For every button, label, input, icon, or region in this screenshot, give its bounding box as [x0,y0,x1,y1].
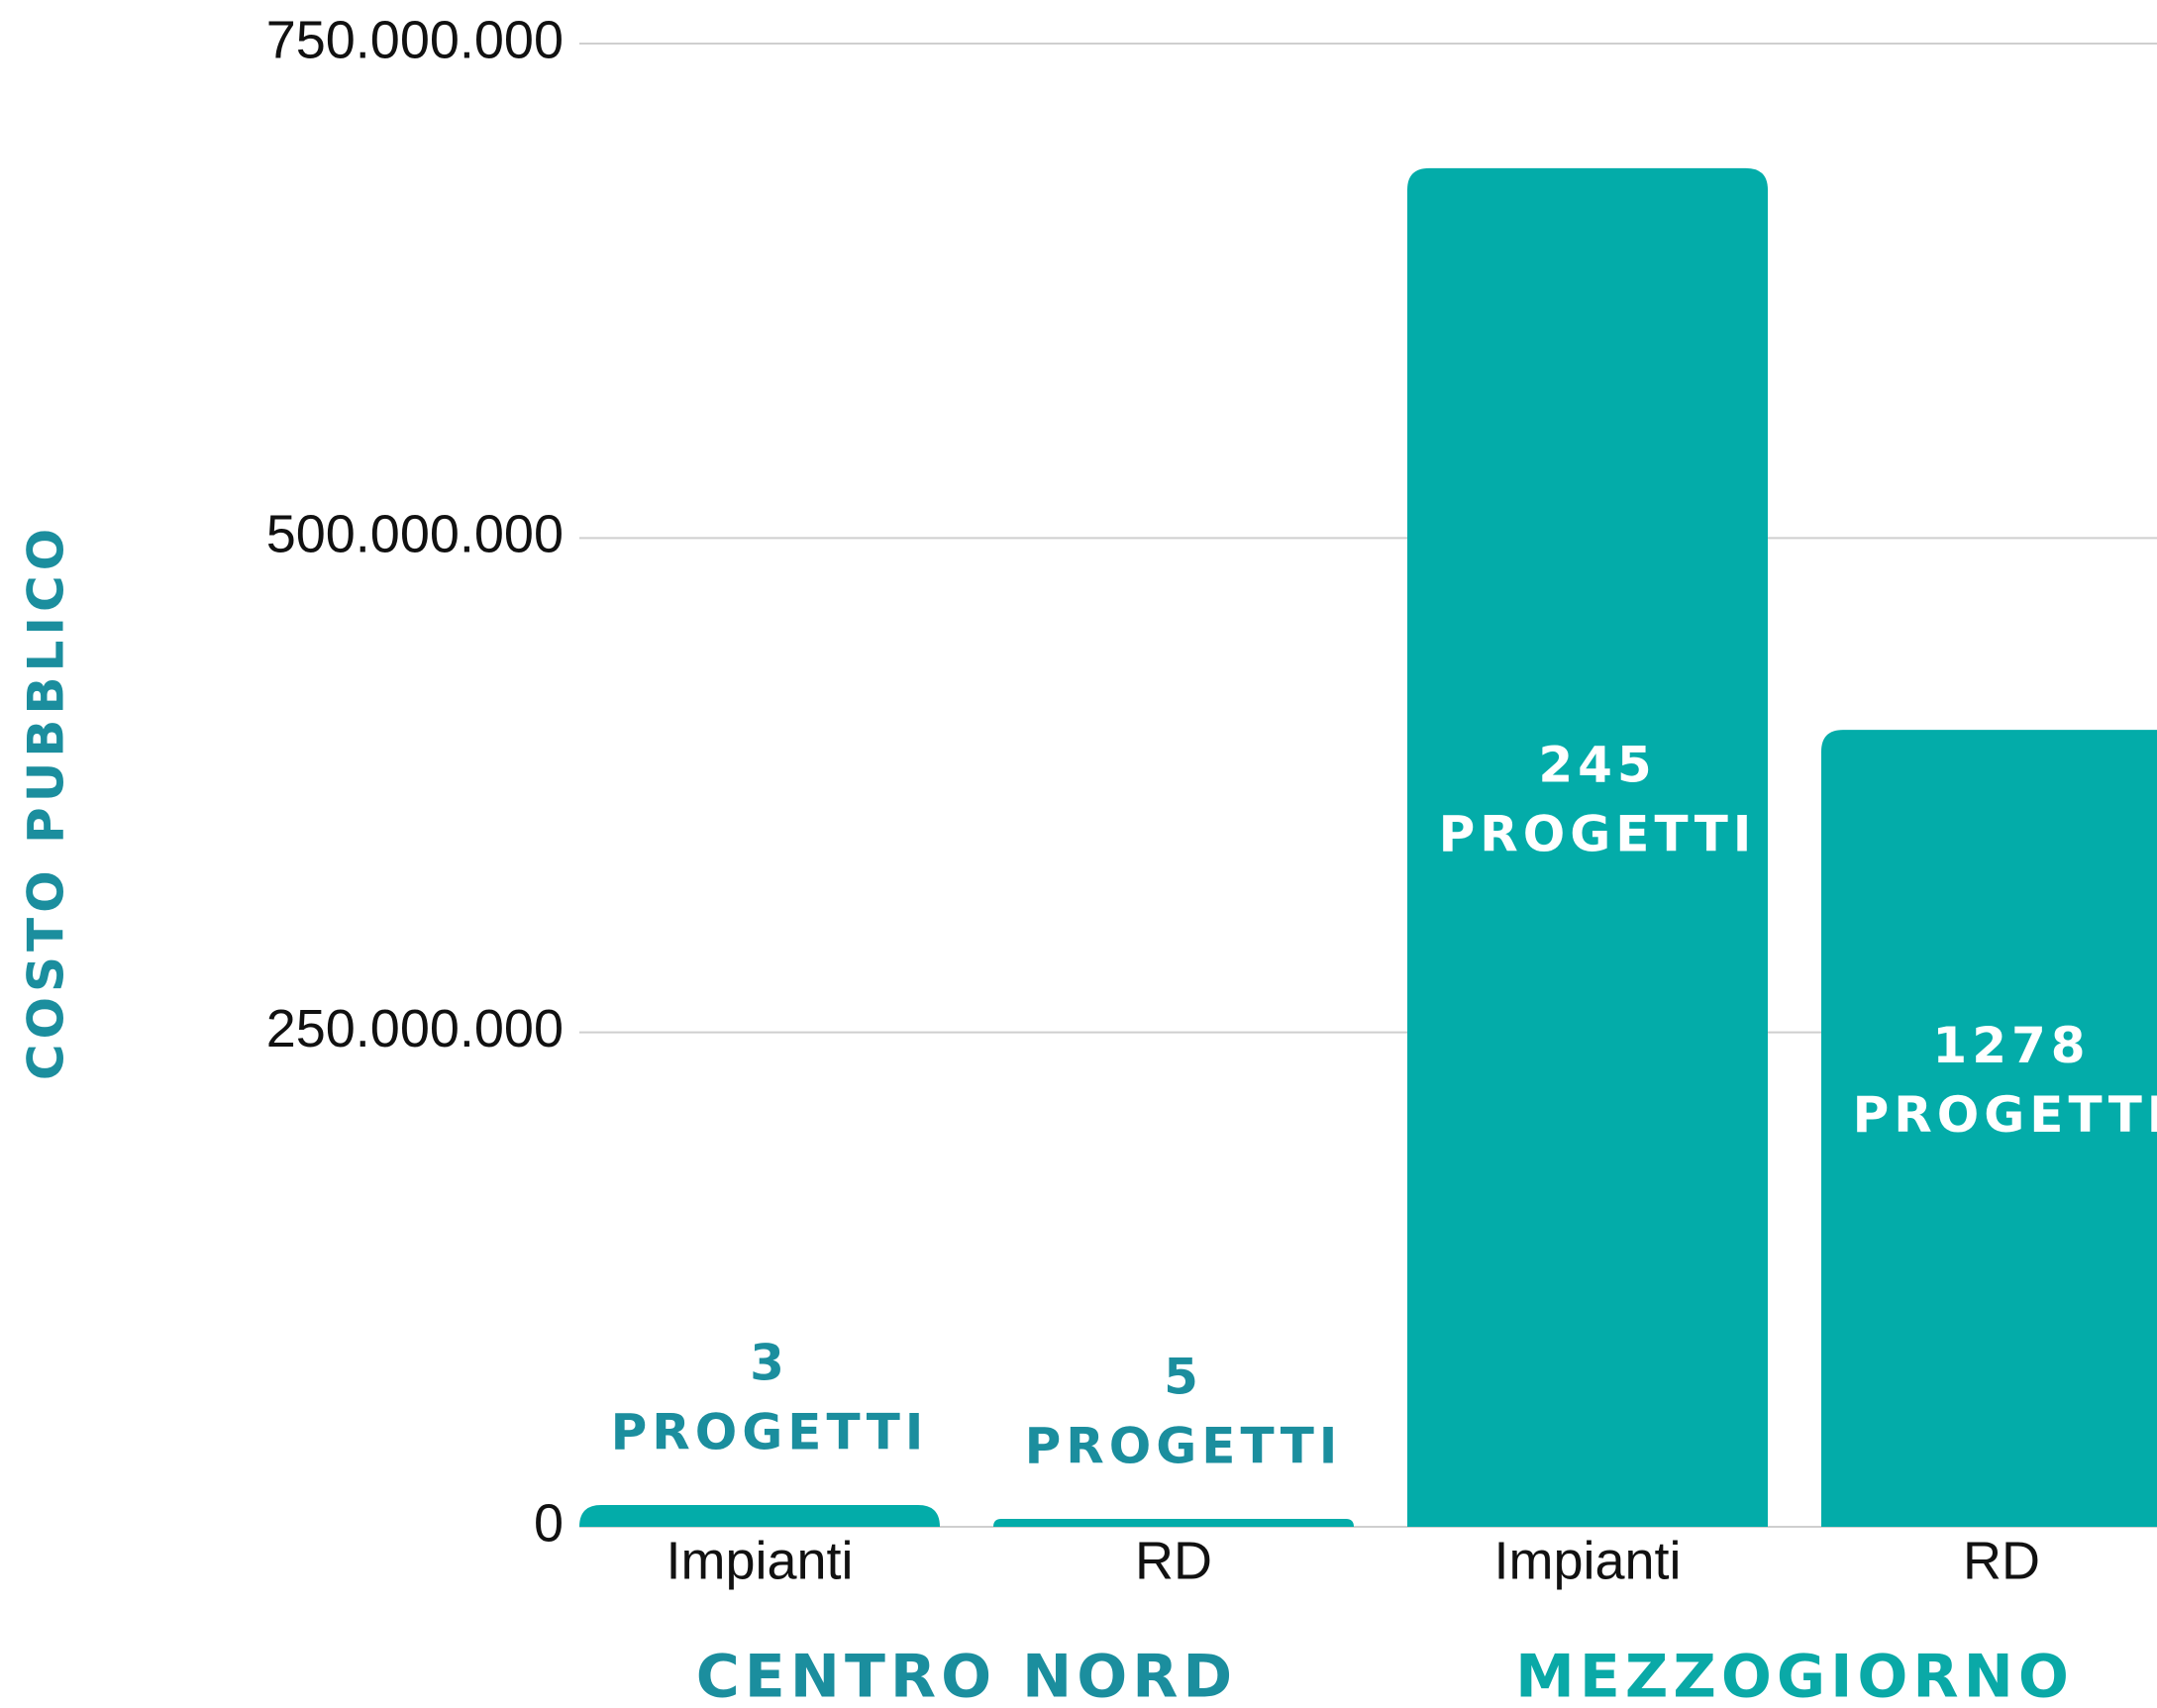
bar [993,1519,1354,1527]
x-tick-label: RD [1963,1531,2040,1590]
bar-label: 1278 [1932,1017,2090,1074]
bar-label: PROGETTI [611,1404,929,1461]
bar-label: 3 [750,1335,789,1392]
y-tick-label: 500.000.000 [266,505,564,564]
bar-label: PROGETTI [1853,1086,2157,1144]
bar [579,1505,940,1527]
bar [1821,730,2157,1527]
y-tick-label: 0 [534,1493,564,1553]
bar-label: 5 [1164,1349,1203,1406]
x-tick-label: RD [1135,1531,1212,1590]
group-label: MEZZOGIORNO [1515,1643,2074,1708]
y-tick-label: 750.000.000 [266,10,564,69]
bar-label: PROGETTI [1025,1418,1343,1475]
group-label: CENTRO NORD [696,1643,1237,1708]
bar [1407,167,1768,1527]
y-axis-title: COSTO PUBBLICO [18,524,75,1080]
bar-label: 245 [1538,736,1656,793]
y-tick-label: 250.000.000 [266,999,564,1058]
x-tick-label: Impianti [1493,1531,1681,1590]
bar-label: PROGETTI [1439,805,1757,862]
x-tick-label: Impianti [666,1531,853,1590]
